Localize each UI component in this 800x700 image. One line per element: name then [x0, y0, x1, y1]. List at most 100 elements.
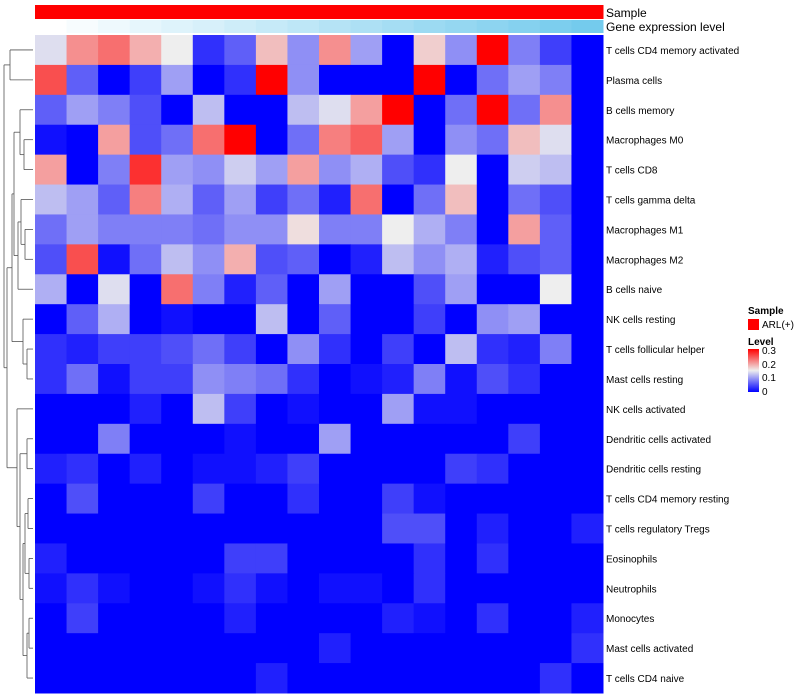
heatmap-cell [508, 124, 541, 156]
row-label: Mast cells activated [606, 644, 693, 655]
row-label: Monocytes [606, 614, 654, 625]
heatmap-cell [539, 513, 572, 544]
heatmap-cell [129, 663, 162, 694]
heatmap-cell [539, 483, 572, 515]
heatmap-cell [161, 393, 194, 425]
heatmap-cell [508, 274, 541, 305]
heatmap-cell [445, 214, 478, 245]
heatmap-cell [413, 304, 446, 335]
row-label: Plasma cells [606, 76, 662, 87]
heatmap-cell [35, 603, 68, 634]
legend-swatch-arl [748, 319, 759, 330]
heatmap-cell [319, 274, 352, 305]
heatmap-cell [508, 663, 541, 694]
heatmap-cell [129, 513, 162, 544]
row-labels: T cells CD4 memory activated Plasma cells… [606, 46, 739, 685]
heatmap-cell [319, 94, 352, 126]
heatmap-cell [224, 633, 257, 664]
heatmap-cell [319, 214, 352, 245]
heatmap-cell [224, 94, 257, 126]
heatmap-cell [192, 483, 225, 515]
heatmap-cell [224, 663, 257, 694]
heatmap-cell [255, 573, 288, 604]
heatmap-cell [224, 304, 257, 335]
heatmap-cell [224, 184, 257, 215]
annotation-sample-cell [445, 5, 478, 19]
heatmap-cell [255, 453, 288, 485]
heatmap-cell [319, 513, 352, 544]
heatmap-cell [161, 663, 194, 694]
heatmap-cell [192, 184, 225, 215]
heatmap-cell [161, 94, 194, 126]
annotation-sample-cell [382, 5, 415, 19]
heatmap-cell [224, 334, 257, 365]
heatmap-cell [161, 334, 194, 365]
heatmap-cell [571, 543, 604, 574]
annotation-sample-cell [287, 5, 320, 19]
heatmap-cell [476, 543, 509, 574]
heatmap-cell [129, 304, 162, 335]
heatmap-cell [508, 304, 541, 335]
row-label: B cells naive [606, 285, 663, 296]
heatmap-cell [129, 154, 162, 186]
heatmap-cell [35, 543, 68, 574]
heatmap-cell [35, 423, 68, 455]
heatmap-cell [476, 393, 509, 425]
heatmap-cell [255, 124, 288, 156]
heatmap-cell [35, 94, 68, 126]
heatmap-cell [287, 124, 320, 156]
heatmap-cell [129, 244, 162, 275]
annotation-label-sample: Sample [606, 6, 647, 20]
heatmap-cell [66, 633, 99, 664]
heatmap-cell [255, 364, 288, 395]
heatmap-cell [350, 214, 383, 245]
heatmap-cell [66, 663, 99, 694]
heatmap-cell [35, 364, 68, 395]
heatmap-cell [287, 573, 320, 604]
heatmap-cell [255, 214, 288, 245]
heatmap-cell [413, 483, 446, 515]
heatmap-cell [255, 633, 288, 664]
heatmap-cell [382, 35, 415, 66]
heatmap-cell [129, 334, 162, 365]
heatmap-cell [287, 543, 320, 574]
heatmap-cell [192, 64, 225, 96]
heatmap-cell [319, 663, 352, 694]
annotation-label-expression: Gene expression level [606, 20, 725, 34]
heatmap-cell [35, 483, 68, 515]
heatmap-cell [224, 513, 257, 544]
heatmap-cell [476, 334, 509, 365]
annotation-sample-cell [508, 5, 541, 19]
heatmap-cell [476, 94, 509, 126]
heatmap-cell [255, 393, 288, 425]
row-label: Neutrophils [606, 584, 657, 595]
heatmap-cell [161, 124, 194, 156]
heatmap-cell [129, 633, 162, 664]
heatmap-cell [571, 274, 604, 305]
heatmap-cell [413, 334, 446, 365]
heatmap-cell [350, 64, 383, 96]
heatmap-cell [319, 633, 352, 664]
heatmap-cell [98, 94, 131, 126]
heatmap-cell [98, 304, 131, 335]
heatmap-cell [413, 633, 446, 664]
heatmap-cell [98, 453, 131, 485]
heatmap-cell [319, 453, 352, 485]
heatmap-cell [287, 364, 320, 395]
heatmap-cell [445, 364, 478, 395]
heatmap-cell [382, 244, 415, 275]
heatmap-cell [255, 663, 288, 694]
heatmap-cell [508, 184, 541, 215]
heatmap-cell [98, 64, 131, 96]
annotation-sample-cell [319, 5, 352, 19]
heatmap-cell [192, 364, 225, 395]
heatmap-cell [35, 244, 68, 275]
heatmap-cell [445, 423, 478, 455]
heatmap-cell [571, 364, 604, 395]
heatmap-cell [287, 35, 320, 66]
heatmap-cell [66, 543, 99, 574]
heatmap-cell [476, 453, 509, 485]
heatmap-cell [161, 423, 194, 455]
heatmap-cell [66, 94, 99, 126]
heatmap-cell [539, 633, 572, 664]
